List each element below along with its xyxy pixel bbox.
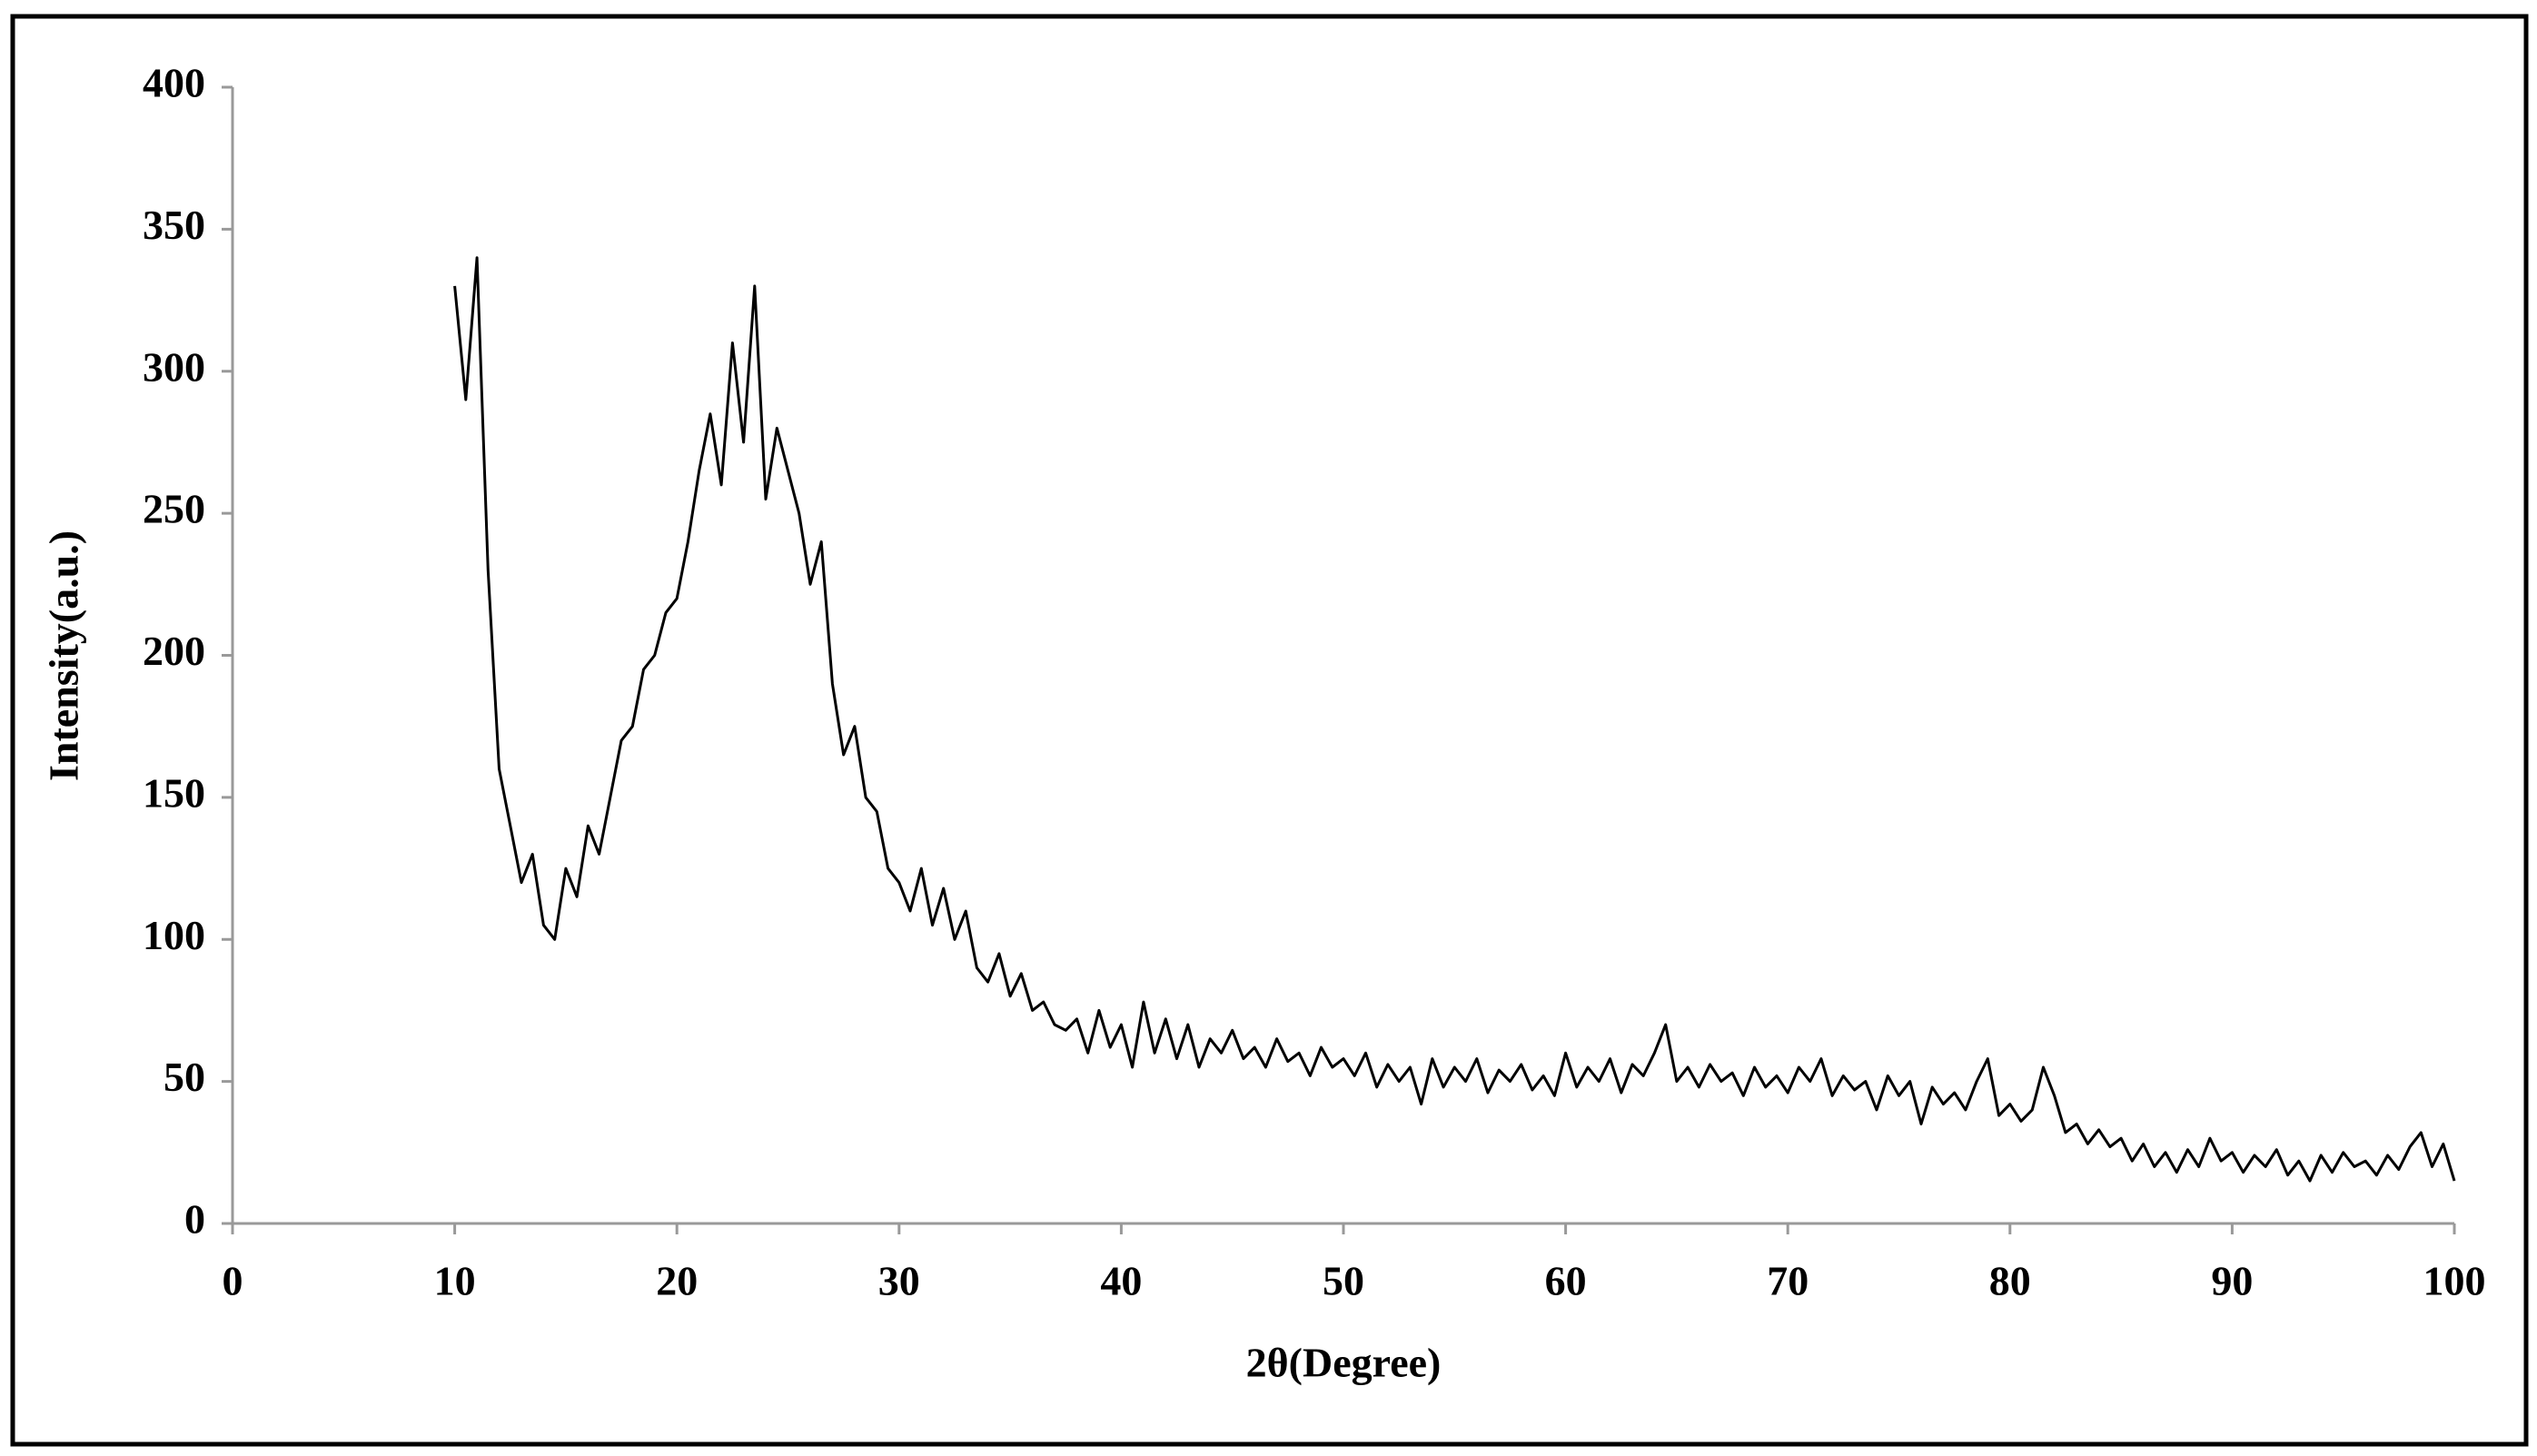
data-line bbox=[453, 256, 2456, 1183]
x-tick-label: 0 bbox=[223, 1258, 243, 1304]
y-tick-label: 400 bbox=[143, 60, 205, 106]
x-tick-label: 50 bbox=[1323, 1258, 1364, 1304]
x-tick-label: 20 bbox=[656, 1258, 698, 1304]
x-tick-label: 10 bbox=[434, 1258, 476, 1304]
y-tick-label: 150 bbox=[143, 769, 205, 816]
y-axis-label: Intensity(a.u.) bbox=[41, 530, 87, 781]
y-tick-label: 350 bbox=[143, 202, 205, 248]
x-tick-label: 60 bbox=[1545, 1258, 1587, 1304]
y-tick-label: 300 bbox=[143, 343, 205, 390]
y-tick-label: 250 bbox=[143, 486, 205, 532]
x-tick-label: 30 bbox=[878, 1258, 920, 1304]
y-tick-label: 0 bbox=[184, 1196, 205, 1243]
x-tick-label: 90 bbox=[2211, 1258, 2253, 1304]
y-tick-label: 50 bbox=[164, 1054, 205, 1100]
x-axis-label: 2θ(Degree) bbox=[1246, 1340, 1442, 1386]
x-tick-label: 100 bbox=[2423, 1258, 2486, 1304]
x-tick-label: 70 bbox=[1767, 1258, 1809, 1304]
y-tick-label: 200 bbox=[143, 628, 205, 674]
x-tick-label: 40 bbox=[1100, 1258, 1142, 1304]
frame bbox=[10, 14, 2529, 1447]
x-tick-label: 80 bbox=[1989, 1258, 2031, 1304]
y-tick-label: 100 bbox=[143, 912, 205, 958]
